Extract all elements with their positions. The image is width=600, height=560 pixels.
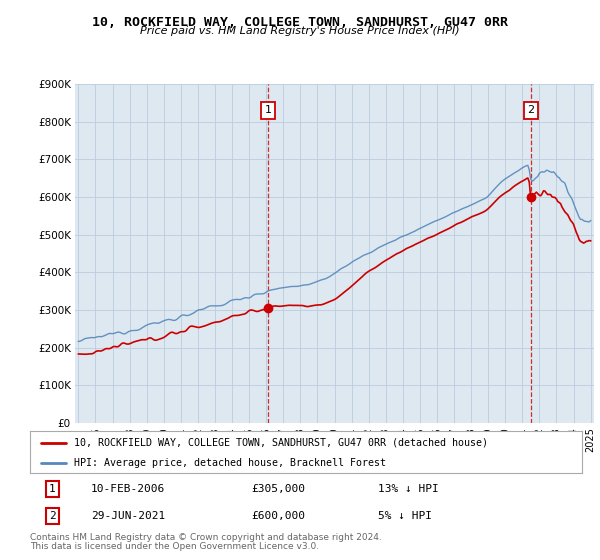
Text: 2: 2 — [527, 105, 535, 115]
Text: Price paid vs. HM Land Registry's House Price Index (HPI): Price paid vs. HM Land Registry's House … — [140, 26, 460, 36]
Text: 10, ROCKFIELD WAY, COLLEGE TOWN, SANDHURST, GU47 0RR: 10, ROCKFIELD WAY, COLLEGE TOWN, SANDHUR… — [92, 16, 508, 29]
Text: 13% ↓ HPI: 13% ↓ HPI — [378, 484, 439, 494]
Text: 1: 1 — [265, 105, 271, 115]
Text: 5% ↓ HPI: 5% ↓ HPI — [378, 511, 432, 521]
Text: HPI: Average price, detached house, Bracknell Forest: HPI: Average price, detached house, Brac… — [74, 458, 386, 468]
Text: 10, ROCKFIELD WAY, COLLEGE TOWN, SANDHURST, GU47 0RR (detached house): 10, ROCKFIELD WAY, COLLEGE TOWN, SANDHUR… — [74, 438, 488, 448]
Text: 2: 2 — [49, 511, 55, 521]
Text: £305,000: £305,000 — [251, 484, 305, 494]
Text: This data is licensed under the Open Government Licence v3.0.: This data is licensed under the Open Gov… — [30, 542, 319, 550]
Text: Contains HM Land Registry data © Crown copyright and database right 2024.: Contains HM Land Registry data © Crown c… — [30, 533, 382, 542]
Text: 1: 1 — [49, 484, 55, 494]
Text: 29-JUN-2021: 29-JUN-2021 — [91, 511, 165, 521]
Text: 10-FEB-2006: 10-FEB-2006 — [91, 484, 165, 494]
Text: £600,000: £600,000 — [251, 511, 305, 521]
